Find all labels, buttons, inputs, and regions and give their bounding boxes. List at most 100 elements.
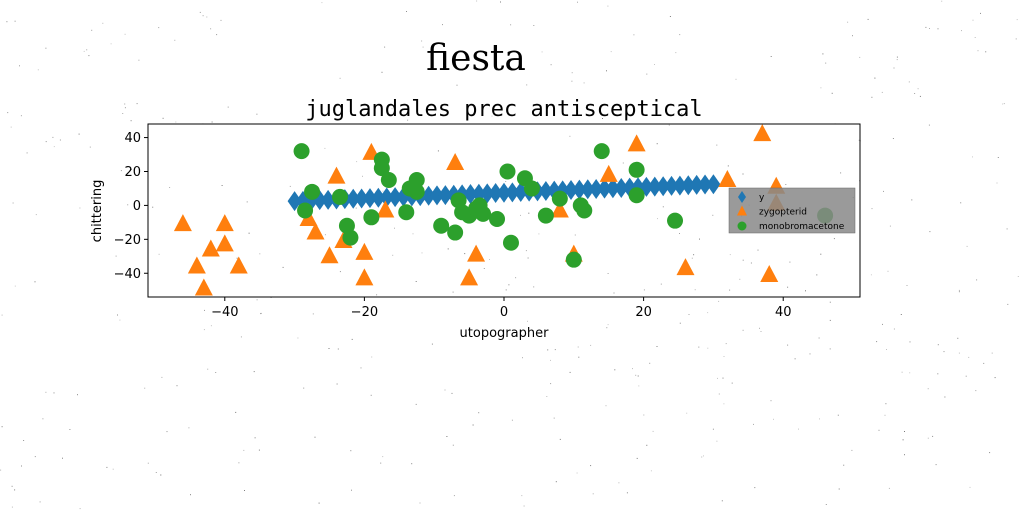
- data-point-y: [321, 189, 336, 210]
- speckle: [528, 212, 530, 214]
- speckle: [838, 488, 840, 490]
- speckle: [210, 28, 212, 30]
- speckle: [446, 436, 448, 437]
- speckle: [166, 431, 168, 433]
- speckle: [124, 33, 126, 35]
- speckle: [321, 2, 323, 4]
- speckle: [969, 486, 971, 488]
- speckle: [843, 464, 845, 466]
- speckle: [975, 390, 977, 392]
- speckle: [679, 34, 681, 36]
- speckle: [871, 96, 873, 98]
- speckle: [718, 300, 720, 302]
- speckle: [510, 24, 512, 26]
- speckle: [422, 46, 424, 48]
- data-point-zygopterid: [215, 234, 234, 252]
- speckle: [892, 138, 894, 139]
- speckle: [660, 283, 662, 285]
- speckle: [174, 39, 176, 41]
- data-point-y: [564, 179, 579, 200]
- speckle: [362, 175, 363, 177]
- data-point-monobromacetone: [551, 190, 568, 207]
- speckle: [818, 337, 820, 339]
- speckle: [699, 238, 700, 240]
- speckle: [693, 254, 695, 256]
- speckle: [1017, 276, 1019, 277]
- x-tick-label: 20: [635, 305, 652, 320]
- data-point-monobromacetone: [433, 217, 450, 234]
- speckle: [735, 78, 737, 80]
- speckle: [996, 182, 998, 184]
- speckle: [773, 418, 774, 420]
- speckle: [957, 337, 959, 339]
- data-point-zygopterid: [760, 264, 779, 282]
- speckle: [88, 55, 90, 57]
- speckle: [12, 202, 14, 204]
- speckle: [206, 16, 208, 18]
- data-point-y: [706, 174, 721, 195]
- speckle: [837, 414, 839, 416]
- speckle: [190, 494, 191, 496]
- data-point-zygopterid: [355, 242, 374, 260]
- speckle: [994, 377, 996, 379]
- y-tick-label: −20: [114, 233, 141, 248]
- speckle: [972, 156, 973, 158]
- speckle: [53, 146, 55, 148]
- speckle: [927, 437, 929, 439]
- speckle: [893, 328, 895, 330]
- speckle: [937, 28, 939, 30]
- speckle: [972, 19, 974, 21]
- data-point-y: [429, 185, 444, 206]
- data-point-zygopterid: [627, 134, 646, 152]
- speckle: [393, 105, 395, 107]
- speckle: [0, 469, 2, 471]
- speckle: [220, 19, 222, 21]
- speckle: [77, 394, 78, 396]
- data-point-zygopterid: [676, 258, 695, 276]
- speckle: [974, 37, 976, 38]
- speckle: [45, 391, 47, 393]
- speckle: [127, 204, 129, 206]
- speckle: [833, 238, 835, 240]
- data-point-zygopterid: [753, 124, 772, 142]
- speckle: [896, 56, 898, 58]
- speckle: [14, 20, 16, 22]
- speckle: [421, 40, 423, 42]
- data-point-y: [505, 182, 520, 203]
- data-point-monobromacetone: [523, 180, 540, 197]
- speckle: [874, 77, 876, 79]
- data-point-y: [287, 191, 302, 212]
- speckle: [122, 113, 124, 114]
- speckle: [527, 320, 528, 322]
- y-tick-label: 20: [124, 165, 141, 180]
- speckle: [691, 257, 693, 259]
- speckle: [394, 227, 395, 229]
- data-point-monobromacetone: [331, 188, 348, 205]
- speckle: [829, 348, 831, 350]
- speckle: [759, 327, 760, 329]
- speckle: [805, 290, 806, 292]
- speckle: [681, 113, 683, 114]
- data-point-monobromacetone: [342, 229, 359, 246]
- speckle: [91, 29, 93, 31]
- series-y: [287, 174, 721, 212]
- speckle: [977, 50, 979, 52]
- speckle: [78, 133, 80, 135]
- data-point-y: [354, 188, 369, 209]
- speckle: [571, 72, 573, 74]
- speckle: [158, 27, 160, 29]
- speckle: [175, 121, 177, 123]
- speckle: [789, 261, 791, 263]
- speckle: [657, 218, 658, 220]
- speckle: [592, 493, 594, 495]
- speckle: [742, 259, 744, 261]
- speckle: [411, 463, 413, 465]
- speckle: [870, 274, 872, 276]
- speckle: [707, 312, 709, 314]
- data-point-zygopterid: [194, 278, 213, 296]
- speckle: [35, 214, 37, 216]
- data-point-zygopterid: [355, 268, 374, 286]
- speckle: [958, 352, 960, 354]
- speckle: [932, 435, 934, 437]
- speckle: [577, 346, 579, 348]
